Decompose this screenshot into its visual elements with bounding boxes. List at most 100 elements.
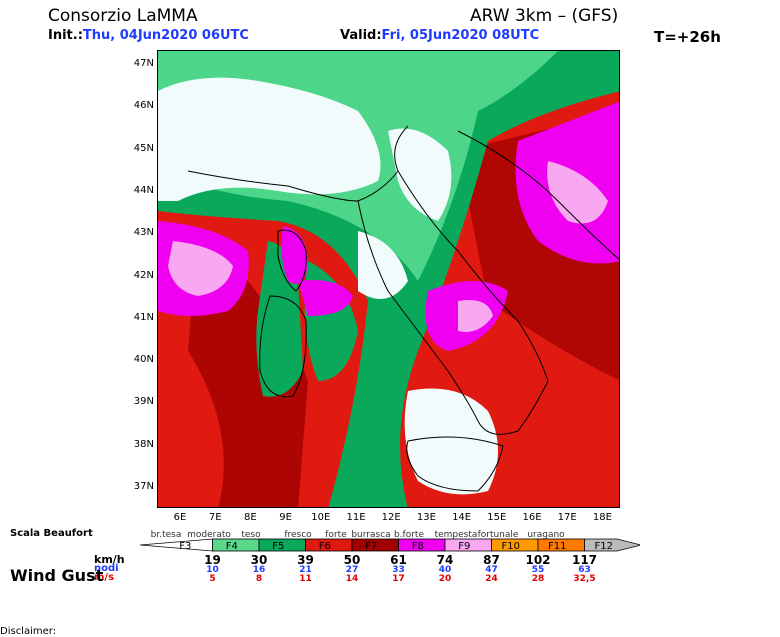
valid-label: Valid: xyxy=(340,28,382,43)
coastline-italy-west xyxy=(357,200,479,422)
pink-area-south xyxy=(458,300,493,332)
lat-label: 42N xyxy=(133,269,154,281)
threshold-kmh: 102 xyxy=(525,553,551,567)
lon-label: 12E xyxy=(381,512,401,523)
threshold-kmh: 39 xyxy=(297,553,314,567)
disclaimer: Disclaimer: xyxy=(0,626,57,637)
threshold-nodi: 27 xyxy=(345,565,359,575)
threshold-nodi: 10 xyxy=(206,565,219,575)
model-title: ARW 3km – (GFS) xyxy=(470,6,619,26)
threshold-kmh: 50 xyxy=(343,553,361,567)
threshold-nodi: 55 xyxy=(531,565,545,575)
lon-label: 15E xyxy=(487,512,507,523)
lon-label: 6E xyxy=(173,512,187,523)
threshold: 87 47 24 xyxy=(472,554,512,584)
threshold-kmh: 19 xyxy=(204,553,221,567)
forecast-step: T=+26h xyxy=(654,28,721,46)
threshold-kmh: 87 xyxy=(483,553,500,567)
threshold-ms: 32,5 xyxy=(573,574,596,584)
threshold-kmh: 30 xyxy=(250,553,268,567)
threshold-ms: 24 xyxy=(485,574,498,584)
threshold-nodi: 47 xyxy=(485,565,498,575)
beaufort-name: fresco xyxy=(284,530,312,540)
lon-label: 10E xyxy=(311,512,331,523)
lat-label: 41N xyxy=(133,311,154,323)
coastline-corsica xyxy=(277,229,307,292)
threshold: 19 10 5 xyxy=(193,554,233,584)
threshold-ms: 28 xyxy=(531,574,545,584)
lat-label: 38N xyxy=(133,438,154,450)
lon-label: 7E xyxy=(208,512,222,523)
lon-label: 17E xyxy=(557,512,577,523)
color-class-label: F10 xyxy=(502,541,520,552)
lon-label: 8E xyxy=(244,512,257,523)
beaufort-name: br.tesa xyxy=(150,530,182,540)
pink-area-west xyxy=(168,241,233,296)
lon-label: 16E xyxy=(522,512,542,523)
threshold-nodi: 33 xyxy=(392,565,405,575)
threshold: 102 55 28 xyxy=(518,554,558,584)
lon-label: 14E xyxy=(452,512,472,523)
color-class-label: F3 xyxy=(179,541,191,552)
threshold-kmh: 61 xyxy=(390,553,407,567)
beaufort-name: fortunale xyxy=(477,530,519,540)
threshold-nodi: 63 xyxy=(578,565,591,575)
color-bar: F3 F4 F5 F6 F7 F8 F9 F10 F11 F12 xyxy=(140,538,640,552)
threshold-ms: 14 xyxy=(345,574,359,584)
lon-label: 18E xyxy=(592,512,612,523)
variable-label: Wind Gust xyxy=(10,566,104,585)
coastline-sicily xyxy=(406,436,504,492)
color-class xyxy=(140,538,213,552)
init-label: Init.: xyxy=(48,28,83,43)
threshold: 39 21 11 xyxy=(286,554,326,584)
beaufort-name: b.forte xyxy=(393,530,424,540)
valid-time: Valid:Fri, 05Jun2020 08UTC xyxy=(340,28,539,43)
calm-area-north-adriatic xyxy=(388,128,452,221)
lat-label: 44N xyxy=(133,184,154,196)
wind-gust-map xyxy=(157,50,620,508)
beaufort-name: tempesta xyxy=(434,530,478,540)
beaufort-name: moderato xyxy=(187,530,231,540)
lat-label: 45N xyxy=(133,142,154,154)
lon-label: 11E xyxy=(346,512,366,523)
threshold-kmh: 117 xyxy=(571,553,598,567)
unit-ms: m/s xyxy=(94,572,115,583)
threshold: 61 33 17 xyxy=(379,554,419,584)
unit-kmh: km/h xyxy=(94,553,125,566)
color-class-label: F6 xyxy=(319,541,331,552)
lon-label: 9E xyxy=(279,512,292,523)
calm-area-po-valley xyxy=(158,77,381,201)
threshold-kmh: 74 xyxy=(436,553,454,567)
beaufort-name: forte xyxy=(325,530,347,540)
lat-label: 43N xyxy=(133,227,154,239)
magenta-tyrrhenian xyxy=(298,280,353,316)
coastline-balkans xyxy=(457,130,619,260)
threshold: 74 40 20 xyxy=(425,554,465,584)
color-class-label: F11 xyxy=(548,541,566,552)
pink-area-east xyxy=(547,161,608,224)
lat-label: 47N xyxy=(133,58,154,69)
threshold-ms: 8 xyxy=(255,574,263,584)
color-class-label: F12 xyxy=(595,541,613,552)
lon-label: 13E xyxy=(416,512,436,523)
lat-label: 39N xyxy=(133,396,154,408)
scale-title: Scala Beaufort xyxy=(10,528,93,539)
lat-label: 46N xyxy=(133,100,154,112)
threshold-nodi: 21 xyxy=(299,565,312,575)
valid-value: Fri, 05Jun2020 08UTC xyxy=(381,28,540,43)
coastline-sardinia xyxy=(259,295,307,398)
color-class-label: F7 xyxy=(365,541,377,552)
threshold: 117 63 32,5 xyxy=(565,554,605,584)
unit-nodi: nodi xyxy=(94,563,119,574)
beaufort-name: teso xyxy=(241,530,261,540)
color-class-label: F8 xyxy=(412,541,424,552)
init-value: Thu, 04Jun2020 06UTC xyxy=(82,28,249,43)
threshold-ms: 20 xyxy=(438,574,452,584)
beaufort-name: burrasca xyxy=(351,530,391,540)
threshold-ms: 11 xyxy=(299,574,312,584)
color-class xyxy=(584,538,640,552)
color-class-label: F4 xyxy=(226,541,238,552)
threshold: 50 27 14 xyxy=(332,554,372,584)
lat-label: 37N xyxy=(133,481,154,492)
lat-label: 40N xyxy=(133,354,154,366)
